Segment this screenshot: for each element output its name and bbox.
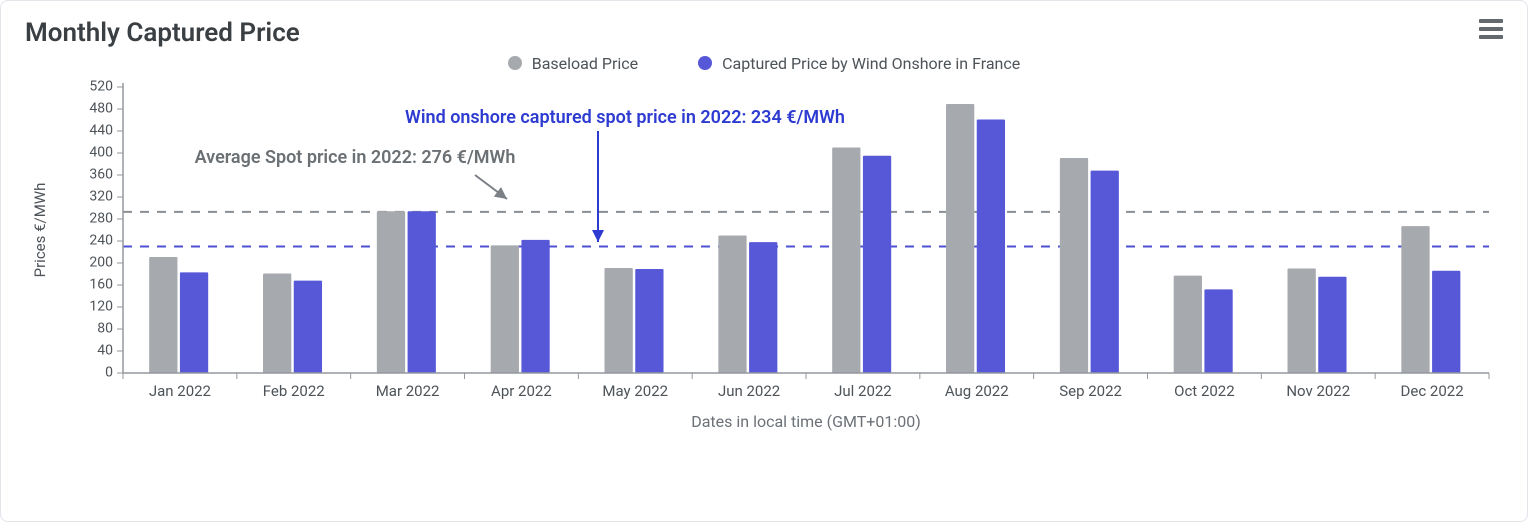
bar bbox=[1091, 170, 1119, 372]
bar bbox=[1204, 289, 1232, 373]
chart-menu-icon[interactable] bbox=[1479, 19, 1503, 39]
x-tick-label: Oct 2022 bbox=[1174, 382, 1235, 400]
x-tick-label: Aug 2022 bbox=[945, 382, 1009, 400]
bar bbox=[1288, 268, 1316, 373]
bar bbox=[718, 235, 746, 373]
x-tick-label: May 2022 bbox=[602, 382, 668, 400]
y-tick-label: 40 bbox=[97, 342, 113, 358]
bar bbox=[294, 280, 322, 372]
bar bbox=[1060, 158, 1088, 373]
card-header: Monthly Captured Price bbox=[25, 19, 1503, 48]
bar bbox=[832, 147, 860, 373]
y-tick-label: 0 bbox=[105, 364, 113, 380]
bar bbox=[863, 155, 891, 372]
bar bbox=[749, 242, 777, 373]
y-tick-label: 320 bbox=[89, 188, 113, 204]
y-tick-label: 360 bbox=[89, 166, 113, 182]
bar bbox=[977, 119, 1005, 373]
x-axis-title: Dates in local time (GMT+01:00) bbox=[691, 412, 921, 431]
bar bbox=[408, 211, 436, 373]
legend-item[interactable]: Captured Price by Wind Onshore in France bbox=[698, 54, 1020, 73]
x-tick-label: Jul 2022 bbox=[834, 382, 892, 400]
bar bbox=[491, 245, 519, 373]
chart-card: Monthly Captured Price Baseload Price Ca… bbox=[0, 0, 1528, 522]
y-tick-label: 120 bbox=[89, 298, 113, 314]
annotation-avg-spot: Average Spot price in 2022: 276 €/MWh bbox=[195, 147, 516, 168]
y-tick-label: 280 bbox=[89, 210, 113, 226]
bar bbox=[377, 211, 405, 373]
legend-item[interactable]: Baseload Price bbox=[508, 54, 638, 73]
y-tick-label: 440 bbox=[89, 122, 113, 138]
bar bbox=[1401, 226, 1429, 373]
legend-swatch bbox=[698, 56, 712, 70]
y-axis-title: Prices €/MWh bbox=[31, 182, 49, 277]
legend-swatch bbox=[508, 56, 522, 70]
x-tick-label: Jun 2022 bbox=[718, 382, 780, 400]
y-tick-label: 200 bbox=[89, 254, 113, 270]
x-tick-label: Jan 2022 bbox=[149, 382, 211, 400]
bar bbox=[149, 257, 177, 373]
y-tick-label: 480 bbox=[89, 100, 113, 116]
x-tick-label: Dec 2022 bbox=[1401, 382, 1464, 400]
bar bbox=[1432, 270, 1460, 372]
chart-area: 0 40 80 120 160 200 240 280 320 360 400 440 480 520 Pr… bbox=[25, 77, 1503, 507]
x-tick-label: Mar 2022 bbox=[376, 382, 440, 400]
legend-label: Baseload Price bbox=[532, 54, 638, 73]
legend-label: Captured Price by Wind Onshore in France bbox=[722, 54, 1020, 73]
y-tick-label: 80 bbox=[97, 320, 113, 336]
bar bbox=[635, 269, 663, 373]
bar bbox=[946, 104, 974, 373]
x-tick-label: Apr 2022 bbox=[491, 382, 552, 400]
y-tick-label: 240 bbox=[89, 232, 113, 248]
legend: Baseload Price Captured Price by Wind On… bbox=[508, 54, 1021, 73]
bar bbox=[605, 268, 633, 373]
x-tick-label: Sep 2022 bbox=[1059, 382, 1122, 400]
bar bbox=[263, 273, 291, 373]
annotation-wind-captured: Wind onshore captured spot price in 2022… bbox=[405, 107, 845, 128]
card-title: Monthly Captured Price bbox=[25, 19, 300, 48]
x-tick-label: Feb 2022 bbox=[263, 382, 325, 400]
bar bbox=[521, 239, 549, 372]
bar bbox=[180, 272, 208, 373]
bar bbox=[1174, 275, 1202, 372]
bar-chart-svg: 0 40 80 120 160 200 240 280 320 360 400 440 480 520 Pr… bbox=[25, 77, 1505, 449]
annotation-arrow bbox=[475, 175, 507, 199]
x-tick-label: Nov 2022 bbox=[1286, 382, 1350, 400]
y-tick-label: 160 bbox=[89, 276, 113, 292]
bar bbox=[1318, 276, 1346, 372]
y-tick-label: 520 bbox=[89, 78, 113, 94]
y-tick-label: 400 bbox=[89, 144, 113, 160]
